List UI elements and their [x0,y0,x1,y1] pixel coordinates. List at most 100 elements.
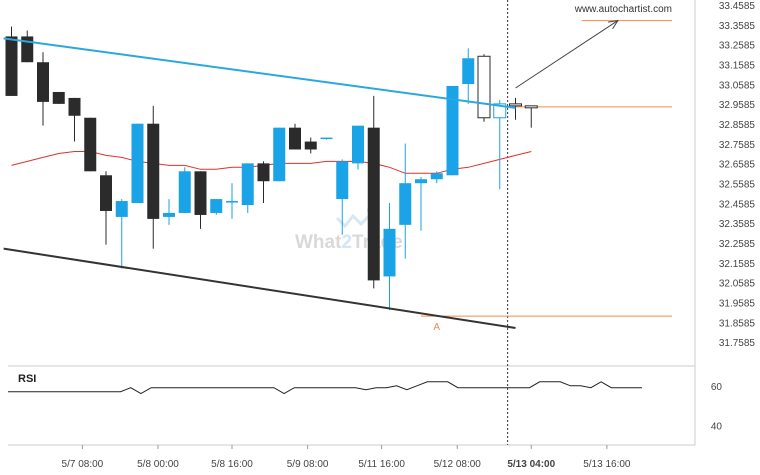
breakout-marker-label: A [433,322,440,333]
candle [462,48,475,104]
candle-body-down [68,97,81,116]
x-tick-label: 5/8 16:00 [211,459,253,470]
candle-body-down [524,105,538,109]
candle-body-down [289,127,301,150]
candle-body-down [367,127,380,281]
x-tick-label: 5/7 08:00 [62,459,104,470]
x-tick-label: 5/9 08:00 [287,459,329,470]
candle-body-up [383,228,396,277]
y-axis-labels: 33.4585 33.3585 33.2585 33.1585 33.0585 32.95… [719,1,756,349]
rsi-line [8,381,642,395]
candle [399,143,412,259]
rsi-y-tick-label: 60 [711,382,723,393]
candle [304,137,317,154]
candle [383,203,396,311]
y-tick-label: 32.5585 [719,180,756,191]
x-tick-label: 5/13 16:00 [583,459,631,470]
y-tick-label: 32.6585 [719,160,756,171]
candle [131,123,144,204]
candle-body-down [84,117,97,172]
x-tick-label: 5/8 00:00 [137,459,179,470]
candle-body-up [320,137,333,140]
rsi-y-tick-label: 40 [711,421,723,432]
y-tick-label: 33.4585 [719,1,756,12]
rsi-title: RSI [18,373,36,385]
y-tick-label: 32.4585 [719,199,756,210]
y-tick-label: 33.3585 [719,21,756,32]
candle [68,97,81,142]
candle [509,97,522,120]
y-tick-label: 32.9585 [719,100,756,111]
candle [163,199,175,225]
candle-body-up [226,201,238,203]
x-tick-label: 5/12 08:00 [434,459,482,470]
candle-body-up [273,127,286,182]
resistance-line [3,37,516,109]
candle-body-down [5,36,18,96]
candle-body-up [462,58,475,85]
candle [257,161,270,204]
candle-body-down [477,55,491,119]
moving-average-layer [11,151,532,174]
candle-body-up [115,201,128,217]
candle [289,123,301,150]
candles-layer [5,26,538,311]
candle-body-up [210,199,223,213]
candle-body-up [241,163,254,206]
y-tick-label: 32.8585 [719,120,756,131]
forecast-arrow-line [515,20,619,89]
candle [100,171,112,245]
candle-body-up [131,123,144,204]
candle [84,117,97,172]
y-tick-label: 32.0585 [719,279,756,290]
candle-body-down [509,103,522,107]
candle [5,26,18,96]
candle [352,125,364,170]
pattern-lines-layer: A [3,19,619,333]
candle [37,52,49,126]
y-tick-label: 31.7585 [719,338,756,349]
candle-body-up [336,161,349,200]
y-tick-label: 32.3585 [719,219,756,230]
y-tick-label: 32.2585 [719,239,756,250]
candle-body-up [415,179,427,184]
main-plot-area [8,0,695,366]
candle [415,177,427,231]
candle [226,183,238,219]
candle-body-up [178,171,191,213]
candle-body-up [446,86,459,176]
candle-body-down [100,175,112,211]
candle [178,167,191,213]
y-tick-label: 33.2585 [719,41,756,52]
y-tick-label: 33.1585 [719,61,756,72]
y-tick-label: 33.0585 [719,80,756,91]
candle-body-down [194,171,207,215]
support-line [3,247,516,329]
candle [52,91,65,104]
site-label[interactable]: www.autochartist.com [574,4,672,15]
candle [336,159,349,235]
candle [115,199,128,269]
candle [273,127,286,182]
candle-body-down [257,163,270,182]
candle [446,86,459,176]
y-tick-label: 31.9585 [719,299,756,310]
candle [194,171,207,229]
candle-body-up [430,173,443,180]
candle [320,137,333,140]
watermark-word-left: What [295,232,342,253]
candle-body-down [37,62,49,102]
moving-average-line [11,151,532,174]
x-tick-label: 5/13 04:00 [507,459,555,470]
y-tick-label: 32.7585 [719,140,756,151]
candle [367,95,380,289]
candle-body-down [304,141,317,150]
candle [493,99,507,190]
candle [210,199,223,215]
candle-body-down [147,123,160,219]
candle-body-up [399,183,412,225]
x-axis-labels: 5/7 08:00 5/8 00:00 5/8 16:00 5/9 08:00 5/11… [62,445,631,470]
candle [430,171,443,184]
